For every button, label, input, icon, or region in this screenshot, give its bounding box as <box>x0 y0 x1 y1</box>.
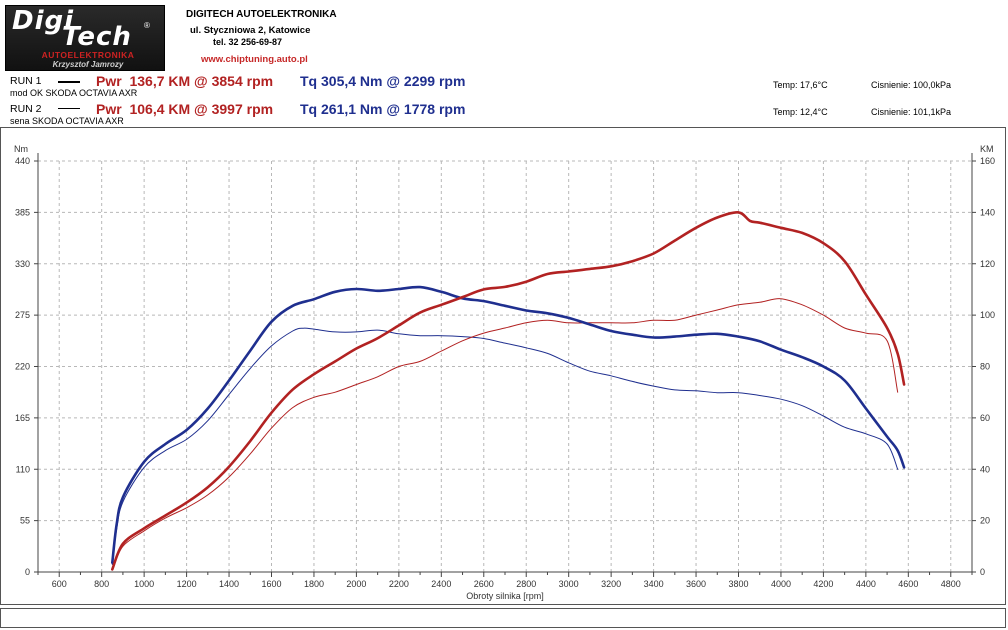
x-tick-label: 3600 <box>686 579 706 589</box>
bottom-status-bar <box>0 608 1006 628</box>
run-2-temperature: Temp: 12,4°C <box>773 107 828 117</box>
y-right-tick-label: 100 <box>980 310 995 320</box>
run-1-torque-curve <box>111 285 906 564</box>
y-right-tick-label: 160 <box>980 156 995 166</box>
logo-line-2: Tech <box>62 22 132 52</box>
y-left-tick-label: 440 <box>15 156 30 166</box>
x-tick-label: 3800 <box>728 579 748 589</box>
run-2-power-curve <box>111 298 899 570</box>
y-right-axis-title: KM <box>980 144 994 154</box>
run-1-power-curve <box>111 211 906 571</box>
y-right-tick-label: 0 <box>980 567 985 577</box>
y-right-tick-label: 120 <box>980 259 995 269</box>
run-2-pressure: Cisnienie: 101,1kPa <box>871 107 952 117</box>
brand-logo: Digi Tech ® AUTOELEKTRONIKA Krzysztof Ja… <box>5 5 165 71</box>
x-tick-label: 1000 <box>134 579 154 589</box>
x-tick-label: 4600 <box>898 579 918 589</box>
logo-author: Krzysztof Jamrozy <box>52 60 124 69</box>
run-2-torque-summary: Tq 261,1 Nm @ 1778 rpm <box>300 101 466 117</box>
run-2-description: sena SKODA OCTAVIA AXR <box>10 116 124 126</box>
company-phone: tel. 32 256-69-87 <box>213 37 283 47</box>
company-website[interactable]: www.chiptuning.auto.pl <box>201 54 308 65</box>
registered-mark: ® <box>144 21 150 30</box>
x-tick-label: 2200 <box>389 579 409 589</box>
y-right-tick-label: 140 <box>980 207 995 217</box>
y-left-tick-label: 385 <box>15 207 30 217</box>
company-address: ul. Styczniowa 2, Katowice <box>190 25 311 36</box>
x-tick-label: 3400 <box>644 579 664 589</box>
x-tick-label: 4200 <box>813 579 833 589</box>
plot-frame <box>0 127 1006 605</box>
run-1-torque-summary: Tq 305,4 Nm @ 2299 rpm <box>300 73 466 89</box>
x-tick-label: 4800 <box>941 579 961 589</box>
run-1-label: RUN 1 <box>10 75 42 87</box>
x-tick-label: 2000 <box>346 579 366 589</box>
logo-line-1: Digi <box>12 6 75 36</box>
run-1-line-sample <box>58 81 80 83</box>
run-1-temperature: Temp: 17,6°C <box>773 80 828 90</box>
y-left-tick-label: 275 <box>15 310 30 320</box>
x-axis-title: Obroty silnika [rpm] <box>466 591 544 601</box>
y-right-tick-label: 20 <box>980 516 990 526</box>
x-tick-label: 1400 <box>219 579 239 589</box>
run-1-description: mod OK SKODA OCTAVIA AXR <box>10 88 138 98</box>
run-2-label: RUN 2 <box>10 103 42 115</box>
x-tick-label: 1200 <box>177 579 197 589</box>
x-tick-label: 1800 <box>304 579 324 589</box>
x-tick-label: 3200 <box>601 579 621 589</box>
x-tick-label: 4000 <box>771 579 791 589</box>
y-right-tick-label: 80 <box>980 362 990 372</box>
y-left-tick-label: 110 <box>16 464 30 474</box>
x-tick-label: 4400 <box>856 579 876 589</box>
y-left-tick-label: 55 <box>20 516 30 526</box>
company-name: DIGITECH AUTOELEKTRONIKA <box>186 9 337 20</box>
y-right-tick-label: 40 <box>980 464 990 474</box>
run-2-line-sample <box>58 108 80 109</box>
run-1-power-summary: Pwr 136,7 KM @ 3854 rpm <box>96 73 274 89</box>
logo-subtitle: AUTOELEKTRONIKA <box>41 50 135 60</box>
x-tick-label: 1600 <box>261 579 281 589</box>
y-right-tick-label: 60 <box>980 413 990 423</box>
y-left-tick-label: 0 <box>25 567 30 577</box>
y-left-axis-title: Nm <box>14 144 28 154</box>
x-tick-label: 2800 <box>516 579 536 589</box>
y-left-tick-label: 165 <box>15 413 30 423</box>
x-tick-label: 800 <box>94 579 109 589</box>
x-tick-label: 2400 <box>431 579 451 589</box>
y-left-tick-label: 330 <box>15 259 30 269</box>
y-left-tick-label: 220 <box>15 362 30 372</box>
x-tick-label: 3000 <box>559 579 579 589</box>
run-2-power-summary: Pwr 106,4 KM @ 3997 rpm <box>96 101 274 117</box>
run-1-pressure: Cisnienie: 100,0kPa <box>871 80 952 90</box>
x-tick-label: 2600 <box>474 579 494 589</box>
x-tick-label: 600 <box>52 579 67 589</box>
run-2-torque-curve <box>111 327 899 565</box>
